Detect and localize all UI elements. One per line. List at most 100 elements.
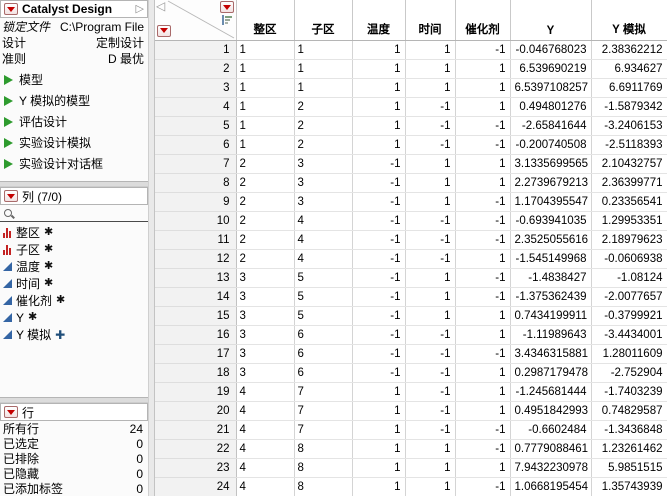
- cell[interactable]: 1: [405, 287, 456, 307]
- cell[interactable]: 0.23356541: [591, 192, 667, 212]
- cell[interactable]: 1: [455, 401, 511, 421]
- rows-menu-icon[interactable]: [157, 24, 171, 37]
- cell[interactable]: 1: [405, 154, 456, 174]
- cell[interactable]: 3.1335699565: [510, 154, 592, 174]
- cell[interactable]: -1: [455, 230, 511, 250]
- cell[interactable]: 4: [236, 401, 295, 421]
- column-search-input[interactable]: [17, 206, 148, 220]
- cell[interactable]: 2: [236, 173, 295, 193]
- cell[interactable]: -0.0606938: [591, 249, 667, 269]
- cell[interactable]: 1: [405, 439, 456, 459]
- cell[interactable]: 1: [405, 306, 456, 326]
- cell[interactable]: 0.494801276: [510, 97, 592, 117]
- cell[interactable]: -1: [352, 363, 406, 383]
- cell[interactable]: -1: [352, 211, 406, 231]
- cell[interactable]: -1: [455, 439, 511, 459]
- row-number[interactable]: 5: [155, 116, 237, 136]
- cell[interactable]: 1: [455, 78, 511, 98]
- cell[interactable]: -3.2406153: [591, 116, 667, 136]
- cell[interactable]: 1.29953351: [591, 211, 667, 231]
- cell[interactable]: 1: [405, 40, 456, 60]
- cell[interactable]: 4: [236, 382, 295, 402]
- cell[interactable]: 1.0668195454: [510, 477, 592, 496]
- cell[interactable]: 1: [236, 97, 295, 117]
- cell[interactable]: -1: [455, 40, 511, 60]
- continuous-column-icon[interactable]: [3, 296, 12, 305]
- cell[interactable]: 1: [455, 306, 511, 326]
- cell[interactable]: 4: [236, 458, 295, 478]
- cell[interactable]: 1: [352, 477, 406, 496]
- column-list-item[interactable]: 温度 ✱: [0, 258, 148, 275]
- cell[interactable]: 4: [294, 230, 353, 250]
- row-number[interactable]: 19: [155, 382, 237, 402]
- cell[interactable]: -1: [352, 268, 406, 288]
- cell[interactable]: 8: [294, 439, 353, 459]
- cell[interactable]: -1: [352, 192, 406, 212]
- cell[interactable]: -1.245681444: [510, 382, 592, 402]
- cell[interactable]: 1: [352, 40, 406, 60]
- cell[interactable]: 5: [294, 268, 353, 288]
- cell[interactable]: 1: [455, 154, 511, 174]
- cell[interactable]: -1.5879342: [591, 97, 667, 117]
- cell[interactable]: 6: [294, 363, 353, 383]
- row-number[interactable]: 16: [155, 325, 237, 345]
- column-header[interactable]: 子区: [294, 0, 353, 41]
- cell[interactable]: 6: [294, 325, 353, 345]
- cell[interactable]: -1: [352, 154, 406, 174]
- row-number[interactable]: 3: [155, 78, 237, 98]
- cell[interactable]: 1: [405, 458, 456, 478]
- continuous-column-icon[interactable]: [3, 262, 12, 271]
- cell[interactable]: -1: [405, 211, 456, 231]
- script-item[interactable]: 实验设计模拟: [0, 132, 148, 153]
- column-header[interactable]: 时间: [405, 0, 456, 41]
- red-triangle-menu-icon[interactable]: [4, 406, 18, 418]
- asterisk-icon[interactable]: ✱: [56, 294, 66, 306]
- cell[interactable]: 3: [294, 154, 353, 174]
- red-triangle-menu-icon[interactable]: [4, 3, 18, 15]
- panel-splitter[interactable]: [0, 397, 148, 403]
- cell[interactable]: -2.65841644: [510, 116, 592, 136]
- cell[interactable]: 1: [352, 420, 406, 440]
- asterisk-icon[interactable]: ✱: [44, 243, 54, 255]
- cell[interactable]: 3: [236, 344, 295, 364]
- cell[interactable]: -1: [352, 325, 406, 345]
- column-list-item[interactable]: Y 模拟 ✚: [0, 326, 148, 343]
- cell[interactable]: 1.35743939: [591, 477, 667, 496]
- column-list-item[interactable]: 时间 ✱: [0, 275, 148, 292]
- cell[interactable]: 0.74829587: [591, 401, 667, 421]
- continuous-column-icon[interactable]: [3, 313, 12, 322]
- cell[interactable]: 4: [236, 477, 295, 496]
- cell[interactable]: 0.7434199911: [510, 306, 592, 326]
- cell[interactable]: 1: [236, 40, 295, 60]
- row-number[interactable]: 17: [155, 344, 237, 364]
- cell[interactable]: 1: [455, 325, 511, 345]
- cell[interactable]: -1: [455, 116, 511, 136]
- script-item[interactable]: 模型: [0, 69, 148, 90]
- cell[interactable]: 4: [236, 420, 295, 440]
- run-script-icon[interactable]: [4, 95, 13, 106]
- cell[interactable]: 7: [294, 382, 353, 402]
- column-list-item[interactable]: 子区 ✱: [0, 241, 148, 258]
- cell[interactable]: 3: [236, 268, 295, 288]
- cell[interactable]: -1.375362439: [510, 287, 592, 307]
- cell[interactable]: 6.6911769: [591, 78, 667, 98]
- cell[interactable]: 1: [405, 59, 456, 79]
- cell[interactable]: -1: [405, 363, 456, 383]
- cell[interactable]: -1: [405, 116, 456, 136]
- column-list-item[interactable]: 催化剂 ✱: [0, 292, 148, 309]
- cell[interactable]: -0.046768023: [510, 40, 592, 60]
- cell[interactable]: -1: [352, 249, 406, 269]
- columns-menu-icon[interactable]: [219, 1, 234, 13]
- cell[interactable]: 2: [294, 97, 353, 117]
- asterisk-icon[interactable]: ✱: [44, 226, 54, 238]
- row-number[interactable]: 4: [155, 97, 237, 117]
- cell[interactable]: -1: [455, 192, 511, 212]
- cell[interactable]: 1: [352, 97, 406, 117]
- cell[interactable]: 3: [236, 287, 295, 307]
- run-script-icon[interactable]: [4, 74, 13, 85]
- row-number[interactable]: 10: [155, 211, 237, 231]
- column-list-item[interactable]: 整区 ✱: [0, 224, 148, 241]
- cell[interactable]: 1: [405, 268, 456, 288]
- cell[interactable]: 1: [455, 363, 511, 383]
- cell[interactable]: 1: [294, 59, 353, 79]
